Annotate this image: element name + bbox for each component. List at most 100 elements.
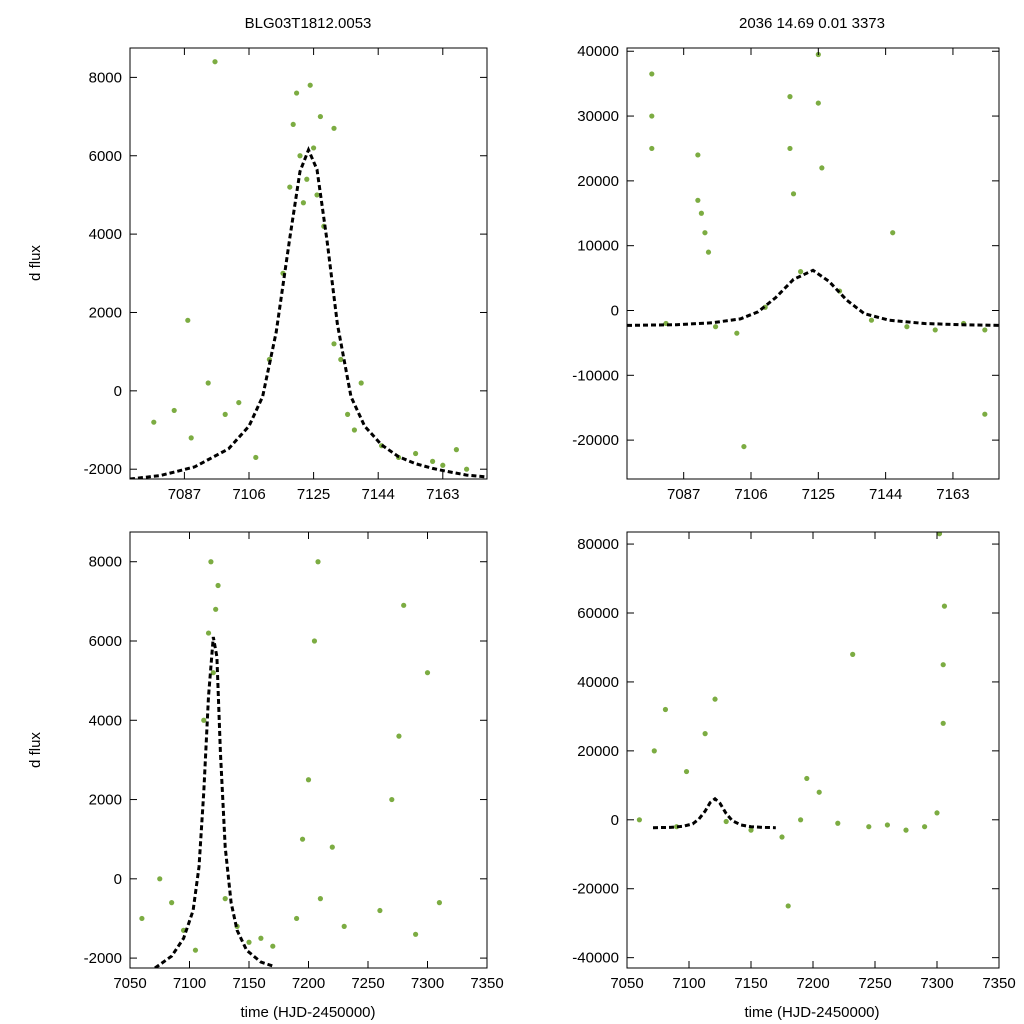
data-point: [936, 532, 943, 537]
panel-bottom-left: d flux time (HJD-2450000) 7050 7100 7150 72…: [27, 531, 504, 1021]
data-point: [683, 768, 690, 775]
x-tick-label: 7050: [113, 975, 146, 992]
data-point: [790, 191, 797, 197]
data-point: [377, 907, 383, 914]
y-tick-label: 0: [611, 302, 619, 319]
data-point: [151, 419, 157, 425]
data-point: [651, 748, 657, 754]
data-point: [712, 324, 719, 330]
fit-curve: [652, 796, 776, 830]
data-point: [723, 818, 729, 825]
y-tick-label: 2000: [89, 792, 122, 809]
data-point: [331, 125, 337, 131]
x-tick-label: 7106: [734, 486, 767, 503]
x-tick-label: 7163: [426, 486, 459, 503]
plot-frame: [129, 531, 488, 969]
y-tick-label: 10000: [577, 238, 619, 255]
data-point: [299, 836, 306, 842]
data-point: [222, 411, 228, 417]
x-tick-label: 7106: [232, 486, 265, 503]
x-tick-label: 7300: [920, 975, 953, 992]
x-tick-label: 7250: [858, 975, 891, 992]
data-point: [982, 327, 988, 333]
data-point: [453, 447, 459, 453]
panel-top-left: BLG03T1812.0053 d flux 7087 7106 7125 7144 7…: [27, 15, 488, 503]
data-point: [304, 176, 310, 182]
data-point: [934, 810, 940, 816]
data-point: [695, 197, 701, 203]
data-point: [649, 145, 655, 152]
y-tick-label: 4000: [89, 226, 122, 243]
x-tick-label: 7200: [292, 975, 325, 992]
y-tick-label: -2000: [84, 950, 122, 967]
data-point: [705, 249, 712, 255]
y-tick-label: 20000: [577, 173, 619, 190]
x-tick-label: 7125: [802, 486, 835, 503]
x-tick-label: 7250: [351, 975, 384, 992]
data-point: [246, 939, 252, 945]
data-point: [798, 817, 804, 823]
data-point: [835, 820, 841, 826]
data-point: [982, 411, 988, 417]
data-point: [294, 90, 300, 96]
plot-area: [627, 51, 999, 450]
data-point: [884, 822, 891, 828]
data-point: [401, 602, 407, 608]
y-tick-label: -20000: [572, 881, 619, 898]
data-point: [396, 733, 402, 739]
data-point: [413, 931, 419, 937]
y-tick-label: 20000: [577, 743, 619, 760]
data-point: [866, 824, 872, 830]
plot-frame: [129, 47, 488, 480]
data-point: [798, 269, 804, 275]
data-point: [695, 152, 701, 158]
xlabel-bottom-left: time (HJD-2450000): [240, 1004, 375, 1021]
x-tick-label: 7144: [362, 486, 395, 503]
data-point: [636, 817, 643, 823]
data-point: [702, 731, 708, 737]
data-point: [358, 380, 364, 386]
plot-frame: [626, 47, 1000, 480]
y-tick-label: 40000: [577, 674, 619, 691]
data-point: [300, 200, 306, 206]
data-point: [787, 145, 793, 152]
y-tick-label: -2000: [84, 461, 122, 478]
data-point: [850, 651, 856, 657]
data-point: [698, 210, 705, 216]
y-tick-label: 60000: [577, 605, 619, 622]
data-point: [270, 943, 276, 949]
data-point: [436, 900, 442, 906]
data-point: [712, 696, 718, 702]
x-tick-label: 7150: [232, 975, 265, 992]
y-tick-label: 6000: [89, 148, 122, 165]
data-point: [314, 192, 320, 198]
data-point: [305, 777, 312, 783]
data-point: [868, 317, 875, 323]
data-point: [890, 230, 896, 236]
x-tick-label: 7125: [297, 486, 330, 503]
data-point: [185, 317, 191, 323]
data-point: [311, 145, 317, 151]
x-tick-label: 7163: [936, 486, 969, 503]
data-point: [222, 896, 228, 902]
plot-area: [139, 559, 442, 968]
data-point: [734, 330, 740, 336]
data-point: [748, 827, 754, 833]
y-tick-label: 8000: [89, 69, 122, 86]
data-point: [649, 113, 655, 119]
panel-bottom-right: time (HJD-2450000) 7050 7100 7150 7200 7250 7…: [572, 531, 1016, 1021]
data-point: [192, 947, 199, 953]
y-tick-label: 40000: [577, 43, 619, 60]
data-point: [785, 903, 791, 909]
data-point: [208, 559, 214, 565]
plot-area: [130, 59, 487, 479]
data-point: [903, 827, 909, 833]
data-point: [464, 466, 470, 472]
x-tick-label: 7087: [667, 486, 700, 503]
x-tick-label: 7144: [869, 486, 902, 503]
data-point: [430, 458, 436, 464]
data-point: [440, 462, 446, 468]
data-point: [351, 427, 357, 433]
data-point: [287, 184, 293, 190]
